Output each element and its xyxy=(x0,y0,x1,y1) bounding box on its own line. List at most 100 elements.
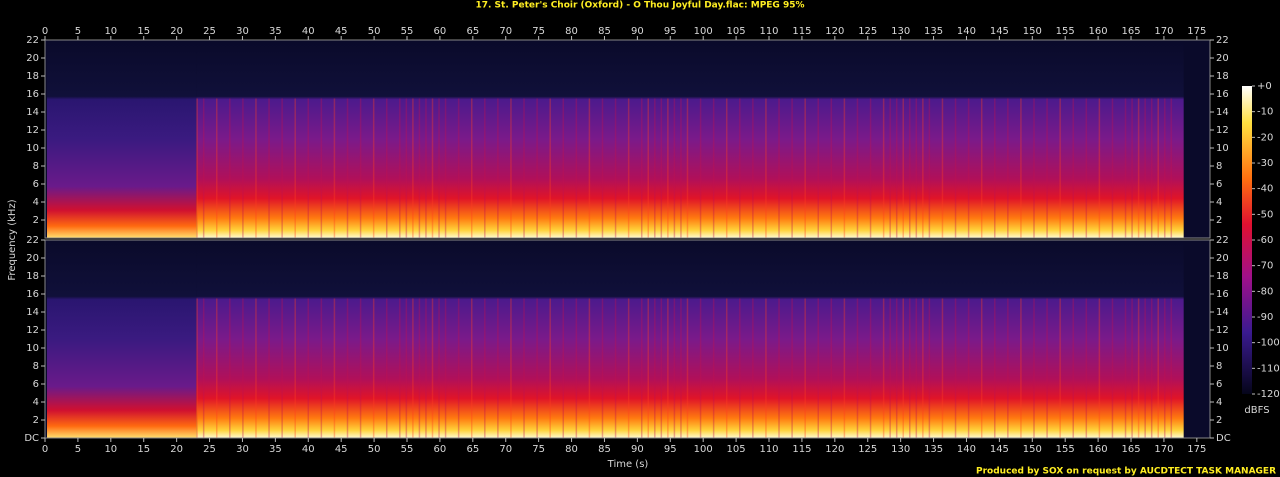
y-tick-label: 20 xyxy=(26,53,39,64)
spectrum-streak xyxy=(425,98,427,238)
spectrum-streak xyxy=(1131,98,1133,238)
x-tick-label: 55 xyxy=(401,26,414,37)
spectrum-streak xyxy=(405,98,408,238)
y-axis-label: Frequency (kHz) xyxy=(7,199,18,280)
spectrum-streak xyxy=(791,298,793,438)
spectrum-streak xyxy=(1085,298,1088,438)
spectrum-streak xyxy=(869,98,872,238)
spectrum-streak xyxy=(497,98,499,238)
y-tick-label: 10 xyxy=(1216,143,1229,154)
spectrum-streak xyxy=(399,98,401,238)
spectrum-streak xyxy=(470,298,473,438)
spectrum-streak xyxy=(588,298,591,438)
y-tick-label: 20 xyxy=(1216,53,1229,64)
spectrum-streak xyxy=(673,98,676,238)
spectrum-streak xyxy=(1046,98,1048,238)
spectrum-intro xyxy=(47,40,197,238)
spectrum-streak xyxy=(385,98,388,238)
spectrum-streak xyxy=(418,298,421,438)
x-tick-label: 90 xyxy=(631,444,644,455)
spectrum-streak xyxy=(673,298,676,438)
spectrum-streak xyxy=(967,98,970,238)
x-tick-label: 20 xyxy=(170,26,183,37)
x-tick-label: 115 xyxy=(792,444,811,455)
y-tick-label: 2 xyxy=(1216,415,1222,426)
x-tick-label: 175 xyxy=(1187,444,1206,455)
y-tick-label: 4 xyxy=(33,197,39,208)
spectrum-streak xyxy=(1170,98,1173,238)
spectrum-streak xyxy=(752,298,754,438)
y-tick-label: 10 xyxy=(26,343,39,354)
y-tick-label: 20 xyxy=(26,253,39,264)
spectrum-streak xyxy=(994,98,996,238)
x-tick-label: 0 xyxy=(42,26,48,37)
x-tick-label: 170 xyxy=(1154,444,1173,455)
spectrum-streak xyxy=(680,298,682,438)
spectrum-streak xyxy=(902,298,904,438)
spectrum-streak xyxy=(1137,298,1140,438)
spectrum-streak xyxy=(425,298,427,438)
spectrum-streak xyxy=(346,98,349,238)
spectrum-streak xyxy=(994,298,996,438)
spectrum-streak xyxy=(640,98,643,238)
spectrum-streak xyxy=(484,98,486,238)
y-tick-label: 12 xyxy=(1216,325,1229,336)
spectrum-streak xyxy=(889,298,891,438)
y-tick-label: 4 xyxy=(1216,197,1222,208)
y-tick-label: 8 xyxy=(33,361,39,372)
spectrum-streak xyxy=(484,298,486,438)
x-tick-label: 30 xyxy=(236,26,249,37)
spectrum-streak xyxy=(1085,98,1088,238)
x-tick-label: 115 xyxy=(792,26,811,37)
footer-credit: Produced by SOX on request by AUCDTECT T… xyxy=(976,467,1276,477)
x-tick-label: 165 xyxy=(1121,26,1140,37)
spectrum-streak xyxy=(1144,298,1146,438)
spectrum-streak xyxy=(255,298,257,438)
y-tick-label: 14 xyxy=(1216,107,1229,118)
spectrum-streak xyxy=(725,298,728,438)
spectrum-streak xyxy=(575,98,578,238)
spectrum-streak xyxy=(843,98,846,238)
spectrum-streak xyxy=(830,298,833,438)
spectrum-streak xyxy=(725,98,728,238)
spectrum-streak xyxy=(686,298,689,438)
colorbar-tick-label: -80 xyxy=(1257,286,1273,297)
spectrum-streak xyxy=(1033,98,1035,238)
x-tick-label: 120 xyxy=(825,444,844,455)
spectrum-streak xyxy=(405,298,408,438)
spectrum-streak xyxy=(601,298,604,438)
spectrum-streak xyxy=(281,298,283,438)
spectrum-streak xyxy=(320,298,323,438)
spectrum-streak xyxy=(575,298,578,438)
spectrum-streak xyxy=(431,98,434,238)
y-tick-label: 12 xyxy=(26,325,39,336)
spectrum-streak xyxy=(229,98,231,238)
spectrum-streak xyxy=(1098,298,1101,438)
spectrum-intro xyxy=(47,240,197,438)
x-tick-label: 145 xyxy=(990,26,1009,37)
panel-frame xyxy=(44,239,1211,439)
spectrum-streak xyxy=(1059,98,1061,238)
spectrum-streak xyxy=(680,98,682,238)
spectrum-streak xyxy=(902,98,904,238)
colorbar-tick-label: -60 xyxy=(1257,235,1273,246)
spectrum-streak xyxy=(1072,98,1074,238)
spectrum-streak xyxy=(640,298,643,438)
spectrum-streak xyxy=(1020,98,1022,238)
spectrum-streak xyxy=(562,98,565,238)
x-tick-label: 80 xyxy=(565,444,578,455)
panel-frame xyxy=(44,39,1211,239)
x-tick-label: 175 xyxy=(1187,26,1206,37)
spectrum-streak xyxy=(294,298,296,438)
colorbar-label: dBFS xyxy=(1244,405,1269,416)
spectrum-streak xyxy=(654,298,656,438)
x-tick-label: 15 xyxy=(137,444,150,455)
spectrum-streak xyxy=(1164,98,1166,238)
spectrum-streak xyxy=(830,98,833,238)
spectrum-streak xyxy=(549,98,551,238)
spectrum-streak xyxy=(438,98,440,238)
spectrum-streak xyxy=(1111,298,1114,438)
y-tick-label: 16 xyxy=(26,89,39,100)
spectrum-streak xyxy=(895,98,898,238)
x-tick-label: 125 xyxy=(858,444,877,455)
